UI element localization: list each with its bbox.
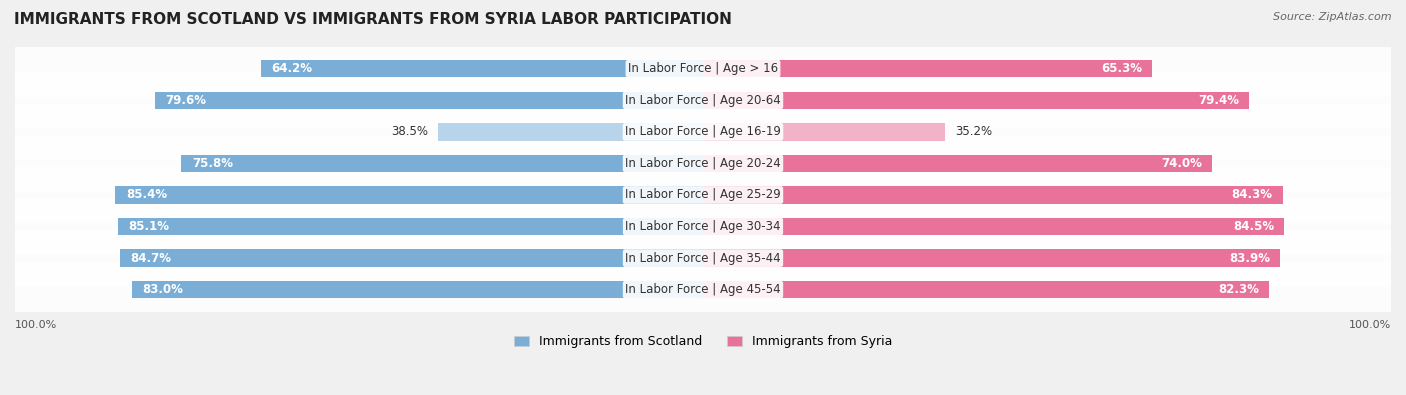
Text: In Labor Force | Age 16-19: In Labor Force | Age 16-19 bbox=[626, 125, 780, 138]
Text: In Labor Force | Age 25-29: In Labor Force | Age 25-29 bbox=[626, 188, 780, 201]
Text: 100.0%: 100.0% bbox=[1348, 320, 1391, 330]
Bar bbox=[155, 92, 703, 109]
Text: 38.5%: 38.5% bbox=[391, 125, 427, 138]
Text: 35.2%: 35.2% bbox=[956, 125, 993, 138]
FancyBboxPatch shape bbox=[15, 198, 1391, 255]
Text: Source: ZipAtlas.com: Source: ZipAtlas.com bbox=[1274, 12, 1392, 22]
Text: 64.2%: 64.2% bbox=[271, 62, 312, 75]
FancyBboxPatch shape bbox=[15, 135, 1391, 192]
Text: 85.1%: 85.1% bbox=[128, 220, 169, 233]
Text: 79.4%: 79.4% bbox=[1198, 94, 1239, 107]
Text: 83.0%: 83.0% bbox=[142, 283, 183, 296]
Legend: Immigrants from Scotland, Immigrants from Syria: Immigrants from Scotland, Immigrants fro… bbox=[509, 330, 897, 353]
FancyBboxPatch shape bbox=[15, 261, 1391, 318]
Bar bbox=[703, 281, 1270, 298]
Text: 65.3%: 65.3% bbox=[1101, 62, 1142, 75]
Text: In Labor Force | Age > 16: In Labor Force | Age > 16 bbox=[628, 62, 778, 75]
Text: 75.8%: 75.8% bbox=[191, 157, 233, 170]
FancyBboxPatch shape bbox=[15, 230, 1391, 286]
Bar bbox=[703, 123, 945, 141]
Bar bbox=[115, 186, 703, 204]
FancyBboxPatch shape bbox=[15, 104, 1391, 160]
Bar bbox=[118, 218, 703, 235]
Text: 85.4%: 85.4% bbox=[125, 188, 167, 201]
Bar bbox=[132, 281, 703, 298]
Text: 100.0%: 100.0% bbox=[15, 320, 58, 330]
Bar bbox=[703, 92, 1250, 109]
Text: 84.3%: 84.3% bbox=[1232, 188, 1272, 201]
Bar bbox=[262, 60, 703, 77]
Bar bbox=[703, 249, 1281, 267]
FancyBboxPatch shape bbox=[15, 72, 1391, 128]
Bar bbox=[439, 123, 703, 141]
Text: In Labor Force | Age 30-34: In Labor Force | Age 30-34 bbox=[626, 220, 780, 233]
Text: 79.6%: 79.6% bbox=[166, 94, 207, 107]
Bar bbox=[181, 155, 703, 172]
FancyBboxPatch shape bbox=[15, 41, 1391, 97]
Text: In Labor Force | Age 20-64: In Labor Force | Age 20-64 bbox=[626, 94, 780, 107]
Bar bbox=[703, 60, 1153, 77]
Text: In Labor Force | Age 20-24: In Labor Force | Age 20-24 bbox=[626, 157, 780, 170]
Text: IMMIGRANTS FROM SCOTLAND VS IMMIGRANTS FROM SYRIA LABOR PARTICIPATION: IMMIGRANTS FROM SCOTLAND VS IMMIGRANTS F… bbox=[14, 12, 733, 27]
Bar bbox=[703, 155, 1212, 172]
Text: 84.7%: 84.7% bbox=[131, 252, 172, 265]
Bar bbox=[703, 186, 1284, 204]
Text: In Labor Force | Age 45-54: In Labor Force | Age 45-54 bbox=[626, 283, 780, 296]
Text: 74.0%: 74.0% bbox=[1161, 157, 1202, 170]
FancyBboxPatch shape bbox=[15, 167, 1391, 223]
Text: 82.3%: 82.3% bbox=[1218, 283, 1258, 296]
Bar bbox=[121, 249, 703, 267]
Bar bbox=[703, 218, 1284, 235]
Text: 84.5%: 84.5% bbox=[1233, 220, 1274, 233]
Text: In Labor Force | Age 35-44: In Labor Force | Age 35-44 bbox=[626, 252, 780, 265]
Text: 83.9%: 83.9% bbox=[1229, 252, 1270, 265]
